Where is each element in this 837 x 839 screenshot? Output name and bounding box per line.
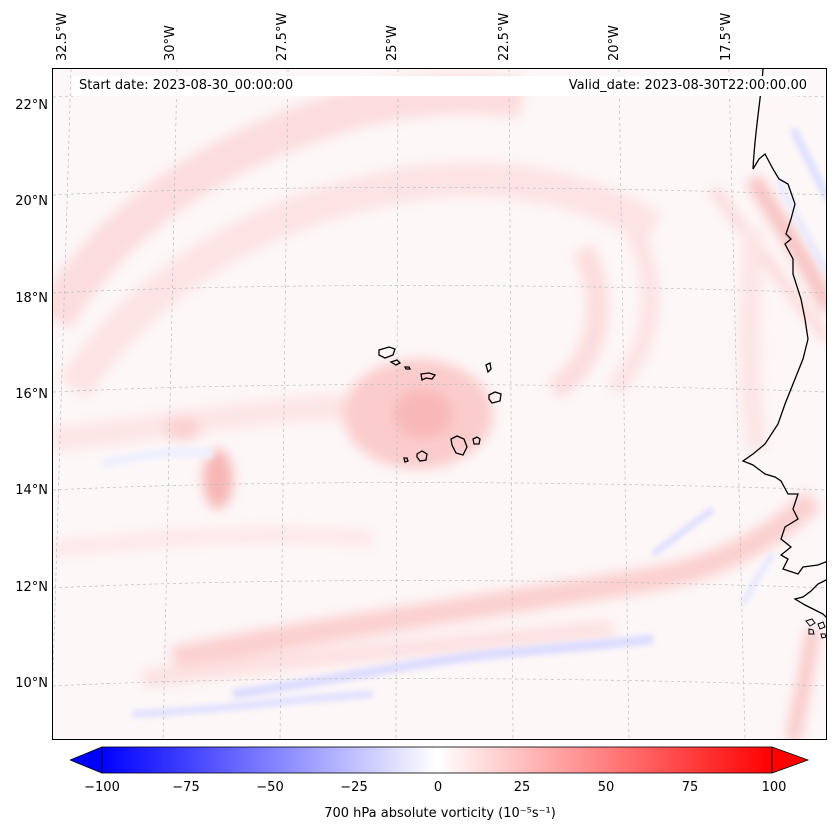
cbar-tick-neg100: −100 bbox=[84, 780, 120, 795]
parallel-14n bbox=[53, 482, 826, 491]
colorbar bbox=[70, 746, 810, 774]
parallel-16n bbox=[53, 384, 826, 393]
start-date-label: Start date: 2023-08-30_00:00:00 bbox=[79, 78, 294, 93]
cbar-tick-50: 50 bbox=[597, 780, 615, 795]
cbar-tick-neg25: −25 bbox=[340, 780, 368, 795]
sao-vicente-island bbox=[389, 359, 402, 366]
santa-luzia-island bbox=[403, 366, 412, 370]
colorbar-high-extend bbox=[771, 746, 810, 774]
colorbar-gradient bbox=[101, 746, 773, 774]
parallel-18n bbox=[53, 285, 826, 294]
parallel-20n bbox=[53, 187, 826, 196]
lon-label-20w: 20°W bbox=[607, 25, 622, 61]
map-panel bbox=[52, 68, 827, 740]
lon-label-27-5w: 27.5°W bbox=[275, 12, 290, 61]
lon-label-25w: 25°W bbox=[385, 25, 400, 61]
lon-label-32-5w: 32.5°W bbox=[55, 12, 70, 61]
santiago-island bbox=[450, 435, 468, 456]
sal-island bbox=[485, 362, 492, 374]
cbar-tick-neg50: −50 bbox=[256, 780, 284, 795]
lat-label-12n: 12°N bbox=[15, 580, 48, 595]
cbar-tick-0: 0 bbox=[433, 780, 443, 795]
parallel-10n bbox=[53, 678, 826, 687]
meridian-17-5w bbox=[728, 69, 746, 739]
info-strip bbox=[72, 76, 808, 96]
africa-coastline-south bbox=[793, 579, 826, 618]
lat-label-20n: 20°N bbox=[15, 194, 48, 209]
lat-label-14n: 14°N bbox=[15, 483, 48, 498]
santo-antao-island bbox=[378, 346, 396, 359]
maio-island bbox=[472, 436, 481, 445]
lon-label-30w: 30°W bbox=[163, 25, 178, 61]
cbar-tick-75: 75 bbox=[681, 780, 699, 795]
meridian-20w bbox=[618, 69, 630, 739]
meridian-30w bbox=[162, 69, 178, 739]
meridian-32-5w bbox=[53, 69, 72, 686]
sao-nicolau-island bbox=[420, 372, 437, 381]
bijagos-islands bbox=[805, 618, 826, 639]
vorticity-field bbox=[53, 69, 826, 739]
parallel-12n bbox=[53, 580, 826, 589]
lon-label-17-5w: 17.5°W bbox=[719, 12, 734, 61]
lat-label-18n: 18°N bbox=[15, 291, 48, 306]
meridian-27-5w bbox=[279, 69, 289, 739]
lat-label-22n: 22°N bbox=[15, 98, 48, 113]
africa-coastline bbox=[741, 69, 826, 575]
boa-vista-island bbox=[488, 391, 502, 404]
colorbar-low-extend bbox=[70, 746, 103, 774]
lat-label-16n: 16°N bbox=[15, 387, 48, 402]
negative-vorticity-bands bbox=[101, 127, 826, 718]
cbar-tick-100: 100 bbox=[761, 780, 787, 795]
valid-date-label: Valid_date: 2023-08-30T22:00:00.00 bbox=[568, 78, 807, 93]
cbar-tick-neg75: −75 bbox=[172, 780, 200, 795]
meridian-25w bbox=[395, 69, 399, 739]
vorticity-bands bbox=[53, 73, 826, 739]
brava-island bbox=[403, 457, 409, 463]
fogo-island bbox=[416, 450, 428, 462]
lat-label-10n: 10°N bbox=[15, 676, 48, 691]
cbar-tick-25: 25 bbox=[513, 780, 531, 795]
cape-verde-islands bbox=[378, 346, 502, 463]
meridian-22-5w bbox=[508, 69, 514, 739]
colorbar-label: 700 hPa absolute vorticity (10⁻⁵s⁻¹) bbox=[324, 806, 556, 821]
lon-label-22-5w: 22.5°W bbox=[497, 12, 512, 61]
